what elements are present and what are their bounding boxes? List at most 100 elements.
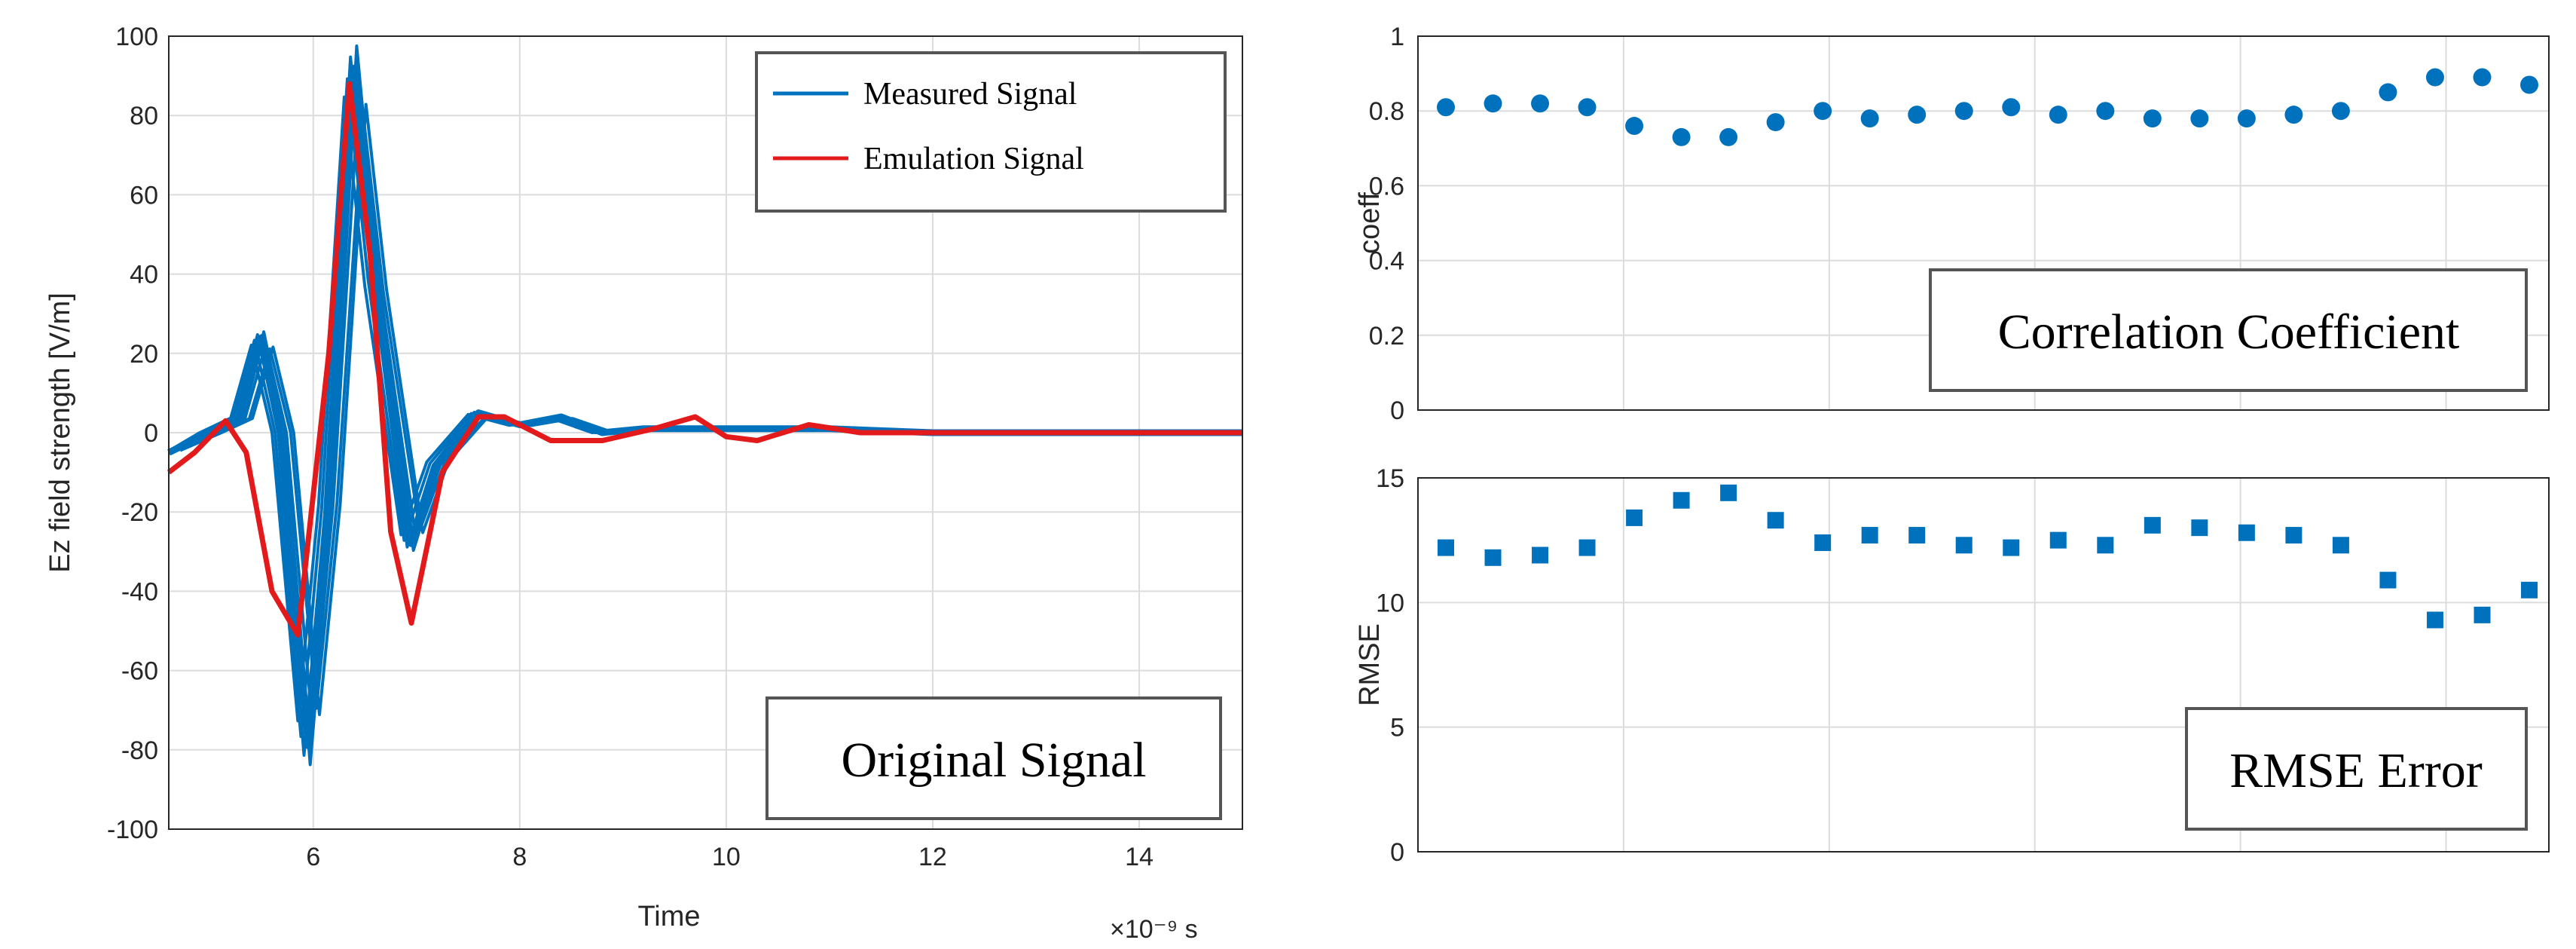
axes-frame	[1417, 35, 2550, 411]
coeff-point	[1625, 117, 1644, 136]
coeff-point	[1719, 127, 1738, 146]
tick-labels: 0 5 10 15	[1376, 464, 1404, 867]
y-tick-label: -40	[121, 577, 158, 606]
y-tick-label: 0.2	[1369, 322, 1404, 351]
coeff-point	[2379, 83, 2397, 102]
rmse-point	[1578, 539, 1596, 556]
annotation-box	[1929, 268, 2528, 392]
correlation-coefficient-annotation: Correlation Coefficient	[1998, 305, 2460, 360]
rmse-point	[1532, 546, 1549, 564]
rmse-point	[2332, 537, 2349, 554]
coeff-point	[1437, 98, 1455, 117]
rmse-point	[2426, 611, 2443, 629]
annotation-box	[2185, 707, 2528, 831]
y-tick-label: 5	[1390, 714, 1404, 742]
y-axis-label: RMSE	[1354, 623, 1386, 706]
coeff-point	[2096, 102, 2115, 121]
rmse-point	[2474, 606, 2491, 623]
coeff-point	[2284, 106, 2303, 124]
measured-signal-line	[167, 95, 1233, 723]
rmse-point	[1861, 527, 1878, 544]
rmse-point	[1814, 534, 1832, 551]
coeff-point	[1908, 106, 1927, 124]
y-tick-label: -60	[121, 657, 158, 686]
axes-frame	[1417, 477, 2550, 853]
y-tick-label: 0	[1390, 396, 1404, 425]
rmse-point	[2285, 527, 2303, 544]
coeff-point	[2425, 68, 2444, 87]
y-tick-label: 0.8	[1369, 97, 1404, 126]
rmse-point	[2097, 537, 2114, 554]
y-tick-label: 60	[130, 181, 158, 210]
y-tick-label: 15	[1376, 464, 1404, 493]
coeff-point	[2331, 102, 2350, 121]
coeff-point	[2002, 98, 2021, 117]
x-axis-exponent: ×10⁻⁹ s	[1110, 915, 1198, 944]
y-tick-label: 20	[130, 340, 158, 369]
axes-frame	[168, 35, 1243, 830]
y-axis-label: Ez field strength [V/m]	[44, 292, 76, 573]
coeff-point	[2190, 109, 2209, 128]
emulation-signal-line	[167, 81, 1242, 638]
x-tick-label: 10	[712, 843, 741, 871]
y-tick-label: 0	[144, 419, 158, 448]
original-signal-annotation: Original Signal	[841, 733, 1146, 788]
y-tick-label: 1	[1390, 23, 1404, 51]
coeff-point	[1672, 127, 1691, 146]
rmse-point	[2003, 539, 2020, 556]
rmse-point	[2144, 516, 2161, 534]
rmse-point	[1484, 549, 1502, 566]
coeff-point	[2143, 109, 2162, 128]
rmse-point	[1955, 537, 1972, 554]
y-tick-label: -100	[107, 816, 158, 844]
annotation-box	[765, 696, 1222, 820]
rmse-point	[1720, 484, 1737, 501]
y-tick-label: 0	[1390, 838, 1404, 867]
rmse-point	[2521, 581, 2538, 598]
rmse-error-chart: 0 5 10 15 RMSE RMSE Error	[1354, 464, 2550, 867]
y-tick-label: -80	[121, 736, 158, 765]
y-tick-label: -20	[121, 498, 158, 527]
coeff-point	[1578, 98, 1597, 117]
coeff-point	[2520, 75, 2538, 94]
rmse-point	[1673, 491, 1690, 509]
series-lines	[167, 44, 1242, 767]
x-tick-label: 6	[306, 843, 320, 871]
rmse-point	[2191, 519, 2208, 537]
y-tick-label: 10	[1376, 589, 1404, 617]
x-tick-label: 8	[512, 843, 527, 871]
coeff-point	[2237, 109, 2256, 128]
rmse-point	[1767, 512, 1784, 529]
coeff-point	[1860, 109, 1879, 128]
original-signal-chart: 6 8 10 12 14 -100 -80 -60 -40 -20 0 20 40 60 80 100 Tim…	[44, 23, 1243, 944]
y-axis-label: coeff	[1354, 192, 1386, 254]
legend: Measured Signal Emulation Signal	[755, 51, 1227, 213]
coeff-point	[1531, 94, 1550, 113]
coeff-point	[1954, 102, 1973, 121]
rmse-point	[2238, 524, 2255, 541]
coeff-point	[1484, 94, 1502, 113]
y-tick-label: 0.6	[1369, 172, 1404, 201]
x-axis-label: Time	[637, 901, 700, 932]
data-points	[1438, 484, 2538, 629]
coeff-point	[1814, 102, 1832, 121]
rmse-point	[1908, 527, 1926, 544]
legend-box	[755, 51, 1227, 213]
correlation-coefficient-chart: 0 0.2 0.4 0.6 0.8 1 coeff Correlation Coeffic…	[1354, 23, 2550, 425]
rmse-point	[2379, 571, 2397, 589]
coeff-point	[1766, 113, 1785, 132]
tick-labels: 0 0.2 0.4 0.6 0.8 1	[1369, 23, 1404, 425]
x-tick-label: 14	[1125, 843, 1154, 871]
rmse-error-annotation: RMSE Error	[2229, 743, 2483, 798]
y-tick-label: 0.4	[1369, 247, 1404, 276]
legend-emulation-label: Emulation Signal	[863, 142, 1084, 176]
legend-measured-label: Measured Signal	[863, 77, 1077, 112]
rmse-point	[2049, 531, 2067, 549]
coeff-point	[2049, 106, 2067, 124]
rmse-point	[1626, 509, 1643, 526]
tick-labels: 6 8 10 12 14 -100 -80 -60 -40 -20 0 20 40 60 80 100	[107, 23, 1154, 871]
y-tick-label: 80	[130, 102, 158, 130]
x-tick-label: 12	[918, 843, 947, 871]
y-tick-label: 100	[115, 23, 158, 51]
